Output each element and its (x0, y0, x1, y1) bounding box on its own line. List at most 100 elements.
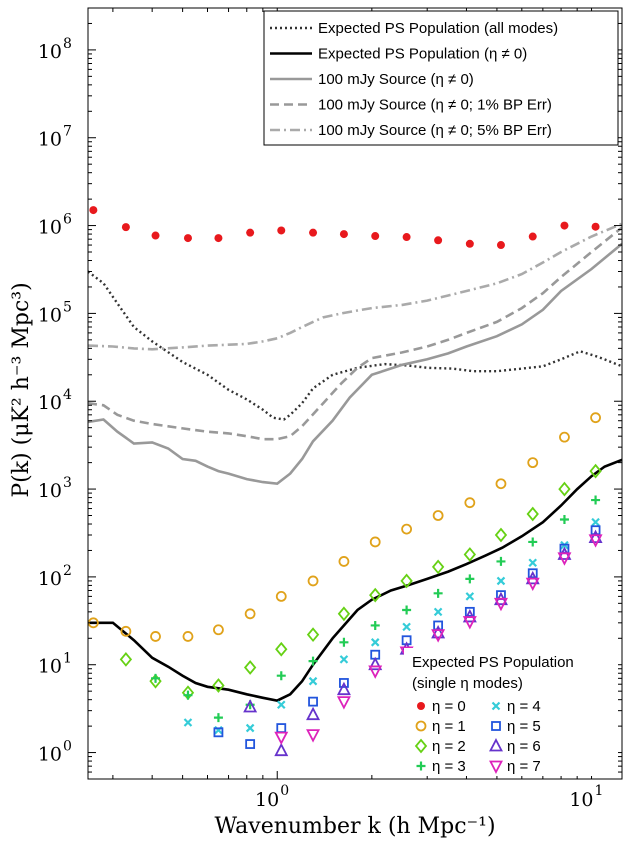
data-point-eta3-14 (528, 537, 538, 547)
data-point-eta7-15 (557, 552, 572, 566)
legend-point-label-3: η = 3 (432, 758, 466, 775)
x-tick-label: 10 (255, 789, 279, 811)
data-point-eta2-7 (306, 627, 320, 643)
line-series-1 (88, 270, 622, 421)
data-point-eta2-11 (431, 559, 445, 575)
data-point-eta3-10 (402, 605, 412, 615)
y-tick-exponent: 7 (63, 124, 72, 140)
series-points (88, 206, 603, 757)
legend-point-marker-4 (491, 701, 501, 711)
data-point-eta5-14 (527, 568, 538, 579)
data-point-eta2-13 (494, 527, 508, 543)
data-point-eta4-6 (276, 700, 286, 710)
y-tick-label: 10 (38, 304, 62, 326)
data-point-eta1-8 (338, 556, 350, 567)
data-point-eta2-5 (243, 660, 257, 675)
data-point-eta2-16 (589, 463, 602, 479)
legend-point-label-0: η = 0 (432, 698, 466, 715)
x-axis-title: Wavenumber k (h Mpc⁻¹) (214, 814, 495, 839)
data-point-eta2-8 (337, 606, 351, 622)
data-point-eta1-16 (590, 412, 601, 424)
legend-line-label-4: 100 mJy Source (η ≠ 0; 1% BP Err) (318, 97, 552, 114)
data-point-eta7-13 (493, 597, 508, 612)
data-point-eta2-12 (463, 547, 477, 562)
data-point-eta4-12 (465, 592, 475, 601)
data-point-eta3-7 (308, 656, 318, 666)
data-point-eta0-6 (277, 226, 286, 235)
x-tick-label: 10 (569, 789, 593, 811)
data-point-eta3-13 (496, 556, 506, 566)
data-point-eta3-2 (151, 673, 161, 683)
series-lines (88, 222, 622, 702)
y-tick-label: 10 (38, 568, 62, 590)
data-point-eta5-16 (590, 525, 601, 536)
legend-line-label-1: Expected PS Population (all modes) (318, 20, 558, 37)
data-point-eta5-4 (213, 727, 224, 738)
data-point-eta7-14 (525, 577, 540, 592)
data-point-eta6-9 (368, 656, 383, 671)
data-point-eta1-2 (150, 631, 161, 642)
legend-point-marker-1 (415, 720, 427, 732)
legend-lines-box (263, 10, 619, 146)
y-axis-title: P(k) (μK² h⁻³ Mpc³) (9, 282, 34, 497)
data-point-eta4-8 (339, 655, 349, 664)
data-point-eta2-6 (275, 641, 288, 657)
data-point-eta0-14 (528, 232, 537, 241)
data-point-eta3-15 (559, 515, 569, 525)
data-point-eta7-8 (336, 696, 351, 710)
data-point-eta5-12 (464, 606, 475, 617)
data-point-eta0-7 (309, 228, 318, 237)
data-point-eta7-12 (462, 616, 477, 630)
data-point-eta1-15 (559, 431, 570, 443)
data-point-eta2-1 (119, 651, 133, 667)
y-tick-exponent: 0 (63, 739, 72, 755)
data-point-eta4-9 (370, 638, 380, 647)
data-point-eta4-14 (528, 558, 538, 568)
data-point-eta6-11 (431, 625, 446, 639)
data-point-eta1-1 (120, 625, 132, 637)
data-point-eta7-11 (431, 629, 446, 643)
data-point-eta0-12 (465, 239, 474, 248)
data-point-eta2-10 (400, 573, 413, 589)
data-point-eta2-4 (212, 678, 225, 693)
data-point-eta3-11 (433, 588, 443, 598)
data-point-eta2-9 (369, 587, 382, 603)
data-point-eta1-14 (527, 457, 539, 469)
legend-line-label-3: 100 mJy Source (η ≠ 0) (318, 71, 474, 88)
line-series-5 (88, 222, 622, 351)
axis-ticks (88, 7, 622, 780)
data-point-eta4-11 (433, 607, 443, 617)
y-tick-label: 10 (38, 217, 62, 239)
legend-line-label-5: 100 mJy Source (η ≠ 0; 5% BP Err) (318, 122, 552, 139)
data-point-eta0-2 (151, 231, 160, 240)
data-point-eta0-9 (371, 232, 380, 241)
y-tick-exponent: 3 (63, 475, 72, 491)
data-point-eta0-3 (183, 234, 192, 243)
legend-line-label-2: Expected PS Population (η ≠ 0) (318, 46, 527, 63)
legend-point-marker-6 (489, 738, 503, 752)
data-point-eta7-16 (588, 534, 603, 548)
data-point-eta7-6 (274, 731, 289, 746)
legend-points-title-2: (single η modes) (412, 675, 523, 692)
y-tick-label: 10 (38, 656, 62, 678)
data-point-eta1-12 (464, 497, 476, 509)
legend-point-label-4: η = 4 (507, 698, 541, 715)
data-point-eta0-4 (214, 234, 223, 243)
line-series-2 (88, 458, 622, 702)
y-tick-exponent: 5 (63, 299, 72, 315)
axis-tick-labels: 10 010 110 210 310 410 510 610 710 810 0 10 1 (38, 36, 604, 811)
data-point-eta1-13 (495, 478, 507, 490)
data-point-eta4-5 (245, 723, 255, 733)
y-tick-label: 10 (38, 41, 62, 63)
data-point-eta3-6 (276, 671, 286, 681)
legend-lines: Expected PS Population (all modes) Expect… (263, 10, 619, 146)
data-point-eta6-8 (336, 681, 351, 696)
data-point-eta1-6 (275, 590, 287, 602)
data-point-eta0-13 (496, 241, 505, 250)
y-tick-label: 10 (38, 129, 62, 151)
data-point-eta0-1 (121, 223, 130, 232)
data-point-eta4-7 (308, 676, 318, 686)
legend-point-label-2: η = 2 (432, 738, 466, 755)
data-point-eta4-10 (402, 622, 411, 632)
data-point-eta0-0 (89, 206, 98, 215)
